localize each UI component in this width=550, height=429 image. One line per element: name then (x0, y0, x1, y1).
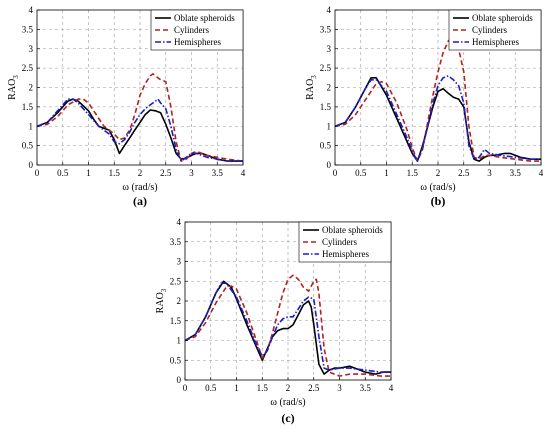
y-tick-label: 1.5 (320, 102, 332, 112)
legend: Oblate spheroids Cylinders Hemispheres (448, 9, 542, 51)
y-tick-label: 0 (177, 375, 182, 385)
y-tick-label: 2.5 (22, 63, 34, 73)
y-tick-label: 0.5 (320, 141, 332, 151)
x-tick-label: 1.5 (407, 168, 419, 178)
legend-label: Hemispheres (174, 37, 221, 47)
x-tick-label: 0.5 (57, 168, 69, 178)
x-tick-label: 1.5 (257, 383, 269, 393)
x-tick-label: 0 (183, 383, 188, 393)
legend-label: Cylinders (322, 237, 357, 247)
x-tick-label: 3 (189, 168, 194, 178)
x-tick-label: 1.5 (109, 168, 121, 178)
legend: Oblate spheroids Cylinders Hemispheres (150, 9, 244, 51)
legend-label: Hemispheres (322, 249, 369, 259)
series-line-cylinders (335, 36, 541, 162)
x-tick-label: 2.5 (160, 168, 172, 178)
x-tick-label: 2.5 (458, 168, 470, 178)
legend-label: Cylinders (174, 25, 209, 35)
y-tick-label: 2.5 (320, 63, 332, 73)
x-tick-label: 1 (234, 383, 239, 393)
legend-label: Oblate spheroids (322, 225, 383, 235)
chart-panel-1: 0 0.5 1 1.5 2 2.5 3 3.5 4 0 0.5 1 1.5 2 2.5 3 3.5 4 ω (rad… (7, 5, 246, 208)
x-tick-label: 3.5 (360, 383, 372, 393)
series-line-oblate-spheroids (37, 98, 243, 162)
x-tick-label: 0 (333, 168, 338, 178)
legend-label: Oblate spheroids (472, 13, 533, 23)
y-tick-label: 1 (177, 336, 182, 346)
series-line-hemispheres (37, 98, 243, 162)
y-tick-label: 1 (29, 121, 34, 131)
x-tick-label: 2 (436, 168, 441, 178)
x-axis-label: ω (rad/s) (420, 182, 455, 193)
y-tick-label: 1.5 (22, 102, 34, 112)
y-tick-label: 3.5 (22, 24, 34, 34)
y-tick-label: 3 (177, 257, 182, 267)
x-tick-label: 4 (389, 383, 394, 393)
x-tick-label: 3.5 (212, 168, 224, 178)
x-tick-label: 3 (337, 383, 342, 393)
y-tick-label: 1.5 (170, 316, 182, 326)
chart-panel-2: 0 0.5 1 1.5 2 2.5 3 3.5 4 0 0.5 1 1.5 2 2.5 3 3.5 4 ω (rad… (305, 5, 544, 208)
y-tick-label: 2 (177, 296, 182, 306)
y-tick-label: 0.5 (22, 141, 34, 151)
x-tick-label: 1 (384, 168, 389, 178)
panel-label: (a) (133, 194, 147, 208)
x-tick-label: 3 (487, 168, 492, 178)
y-tick-label: 2 (29, 83, 34, 93)
y-axis-label: RAO3 (305, 75, 318, 100)
x-tick-label: 4 (539, 168, 544, 178)
x-tick-label: 1 (86, 168, 91, 178)
panel-label: (c) (281, 411, 294, 425)
x-tick-label: 4 (241, 168, 246, 178)
x-tick-label: 3.5 (510, 168, 522, 178)
series-line-cylinders (37, 73, 243, 162)
legend-label: Oblate spheroids (174, 13, 235, 23)
y-tick-label: 3.5 (320, 24, 332, 34)
y-tick-label: 4 (177, 217, 182, 227)
series-line-oblate-spheroids (335, 77, 541, 162)
x-tick-label: 2.5 (308, 383, 320, 393)
x-tick-label: 2 (138, 168, 143, 178)
y-tick-label: 4 (29, 5, 34, 15)
y-tick-label: 2 (327, 83, 332, 93)
y-tick-label: 0 (29, 160, 34, 170)
series-line-hemispheres (335, 75, 541, 162)
y-tick-label: 1 (327, 121, 332, 131)
x-tick-label: 2 (286, 383, 291, 393)
x-axis-label: ω (rad/s) (270, 397, 305, 408)
y-axis-label: RAO3 (7, 75, 20, 100)
legend-label: Cylinders (472, 25, 507, 35)
y-tick-label: 3 (327, 44, 332, 54)
chart-panel-3: 0 0.5 1 1.5 2 2.5 3 3.5 4 0 0.5 1 1.5 2 2.5 3 3.5 4 ω (rad… (155, 217, 394, 425)
panel-label: (b) (431, 194, 446, 208)
legend-label: Hemispheres (472, 37, 519, 47)
y-tick-label: 4 (327, 5, 332, 15)
y-tick-label: 0.5 (170, 355, 182, 365)
y-tick-label: 3.5 (170, 237, 182, 247)
y-axis-label: RAO3 (155, 288, 168, 313)
y-tick-label: 3 (29, 44, 34, 54)
x-axis-label: ω (rad/s) (122, 182, 157, 193)
x-tick-label: 0 (35, 168, 40, 178)
legend: Oblate spheroids Cylinders Hemispheres (298, 221, 392, 263)
y-tick-label: 0 (327, 160, 332, 170)
x-tick-label: 0.5 (205, 383, 217, 393)
series-line-hemispheres (185, 282, 391, 373)
x-tick-label: 0.5 (355, 168, 367, 178)
series-line-cylinders (185, 274, 391, 377)
y-tick-label: 2.5 (170, 276, 182, 286)
